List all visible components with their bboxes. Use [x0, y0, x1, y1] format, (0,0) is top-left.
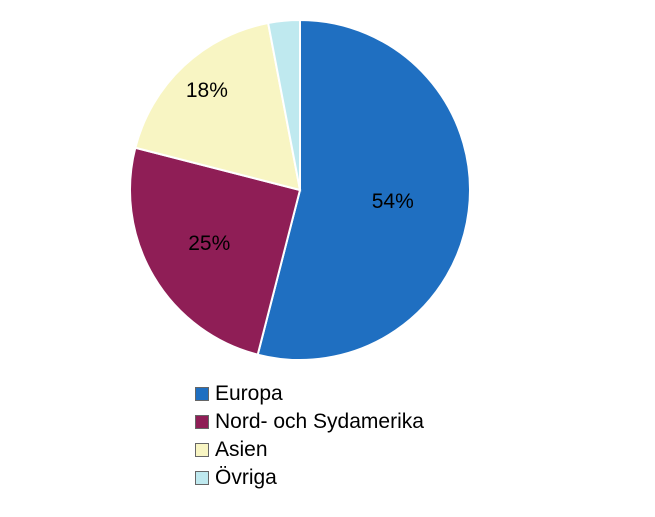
slice-percent-label: 25%: [188, 232, 230, 256]
legend-label: Europa: [215, 382, 283, 406]
legend: Europa Nord- och Sydamerika Asien Övriga: [195, 382, 424, 494]
legend-item: Asien: [195, 438, 424, 462]
legend-item: Övriga: [195, 466, 424, 490]
legend-item: Europa: [195, 382, 424, 406]
slice-percent-label: 18%: [186, 79, 228, 103]
legend-label: Övriga: [215, 466, 277, 490]
legend-swatch: [195, 415, 209, 429]
legend-swatch: [195, 443, 209, 457]
slice-percent-label: 54%: [372, 190, 414, 214]
legend-label: Nord- och Sydamerika: [215, 410, 424, 434]
legend-swatch: [195, 387, 209, 401]
legend-swatch: [195, 471, 209, 485]
legend-item: Nord- och Sydamerika: [195, 410, 424, 434]
legend-label: Asien: [215, 438, 268, 462]
